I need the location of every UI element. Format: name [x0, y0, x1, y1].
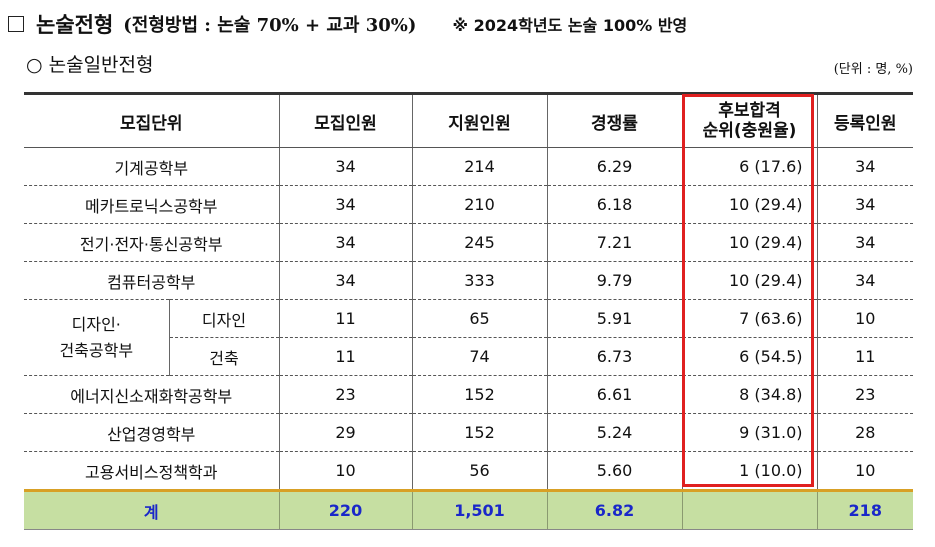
table-row: 에너지신소재화학공학부 23 152 6.61 8 (34.8) 23: [24, 375, 913, 414]
unit-name-cell: 고용서비스정책학과: [24, 451, 279, 492]
col-header-applicants: 지원인원: [411, 92, 547, 148]
quota-cell: 34: [278, 147, 412, 186]
waitlist-cell: 8 (34.8): [681, 375, 817, 414]
unit-name-cell: 메카트로닉스공학부: [24, 185, 279, 224]
group-name-line1: 디자인·: [71, 314, 121, 334]
unit-name-cell: 컴퓨터공학부: [24, 261, 279, 300]
enrolled-cell: 10: [816, 451, 913, 492]
total-waitlist: [681, 490, 817, 530]
section-title: 논술전형: [36, 12, 114, 37]
enrolled-cell: 34: [816, 223, 913, 262]
col-header-unit: 모집단위: [24, 92, 279, 148]
applicants-cell: 152: [411, 413, 547, 452]
quota-cell: 10: [278, 451, 412, 492]
table-row: 산업경영학부 29 152 5.24 9 (31.0) 28: [24, 413, 913, 452]
ratio-cell: 6.61: [546, 375, 682, 414]
col-header-ratio: 경쟁률: [546, 92, 682, 148]
ratio-cell: 7.21: [546, 223, 682, 262]
total-enrolled: 218: [816, 490, 913, 530]
applicants-cell: 56: [411, 451, 547, 492]
total-row: 계 220 1,501 6.82 218: [24, 490, 913, 530]
quota-cell: 29: [278, 413, 412, 452]
table-row: 전기·전자·통신공학부 34 245 7.21 10 (29.4) 34: [24, 223, 913, 262]
enrolled-cell: 23: [816, 375, 913, 414]
col-header-waitlist: 후보합격 순위(충원율): [681, 92, 817, 148]
unit-name-cell: 기계공학부: [24, 147, 279, 186]
table-header-row: 모집단위 모집인원 지원인원 경쟁률 후보합격 순위(충원율) 등록인원: [24, 92, 913, 148]
waitlist-header-line1: 후보합격: [718, 101, 781, 121]
ratio-cell: 6.29: [546, 147, 682, 186]
quota-cell: 34: [278, 185, 412, 224]
quota-cell: 23: [278, 375, 412, 414]
enrolled-cell: 11: [816, 337, 913, 376]
waitlist-cell: 1 (10.0): [681, 451, 817, 492]
subheading: ○ 논술일반전형: [26, 54, 154, 76]
applicants-cell: 333: [411, 261, 547, 300]
table-row: 건축 11 74 6.73 6 (54.5) 11: [24, 337, 913, 376]
applicants-cell: 210: [411, 185, 547, 224]
ratio-cell: 5.24: [546, 413, 682, 452]
applicants-cell: 65: [411, 299, 547, 338]
total-quota: 220: [278, 490, 412, 530]
unit-name-cell: 전기·전자·통신공학부: [24, 223, 279, 262]
table-row: 기계공학부 34 214 6.29 6 (17.6) 34: [24, 147, 913, 186]
admission-results-table: 모집단위 모집인원 지원인원 경쟁률 후보합격 순위(충원율) 등록인원 기계공…: [24, 92, 913, 530]
group-name-line2: 건축공학부: [59, 340, 134, 360]
unit-name-cell: 산업경영학부: [24, 413, 279, 452]
checkbox-square-icon: [8, 16, 24, 32]
enrolled-cell: 28: [816, 413, 913, 452]
applicants-cell: 74: [411, 337, 547, 376]
header-note: ※ 2024학년도 논술 100% 반영: [452, 16, 688, 35]
table-row: 고용서비스정책학과 10 56 5.60 1 (10.0) 10: [24, 451, 913, 492]
waitlist-cell: 9 (31.0): [681, 413, 817, 452]
waitlist-cell: 6 (17.6): [681, 147, 817, 186]
ratio-cell: 6.73: [546, 337, 682, 376]
table-row: 메카트로닉스공학부 34 210 6.18 10 (29.4) 34: [24, 185, 913, 224]
total-label: 계: [24, 490, 279, 530]
group-name-cell: 디자인· 건축공학부: [24, 299, 169, 376]
unit-name-cell: 디자인: [168, 299, 279, 338]
section-header: 논술전형 (전형방법 : 논술 70% + 교과 30%) ※ 2024학년도 …: [8, 6, 687, 42]
col-header-enrolled: 등록인원: [816, 92, 913, 148]
enrolled-cell: 10: [816, 299, 913, 338]
enrolled-cell: 34: [816, 185, 913, 224]
unit-name-cell: 에너지신소재화학공학부: [24, 375, 279, 414]
quota-cell: 34: [278, 223, 412, 262]
waitlist-cell: 10 (29.4): [681, 223, 817, 262]
ratio-cell: 5.60: [546, 451, 682, 492]
quota-cell: 11: [278, 299, 412, 338]
enrolled-cell: 34: [816, 147, 913, 186]
applicants-cell: 245: [411, 223, 547, 262]
enrolled-cell: 34: [816, 261, 913, 300]
waitlist-cell: 10 (29.4): [681, 185, 817, 224]
waitlist-cell: 10 (29.4): [681, 261, 817, 300]
applicants-cell: 152: [411, 375, 547, 414]
total-applicants: 1,501: [411, 490, 547, 530]
quota-cell: 34: [278, 261, 412, 300]
applicants-cell: 214: [411, 147, 547, 186]
ratio-cell: 9.79: [546, 261, 682, 300]
selection-method: (전형방법 : 논술 70% + 교과 30%): [123, 15, 417, 36]
table-row: 디자인· 건축공학부 디자인 11 65 5.91 7 (63.6) 10: [24, 299, 913, 376]
quota-cell: 11: [278, 337, 412, 376]
table-row: 컴퓨터공학부 34 333 9.79 10 (29.4) 34: [24, 261, 913, 300]
ratio-cell: 5.91: [546, 299, 682, 338]
total-ratio: 6.82: [546, 490, 682, 530]
waitlist-cell: 6 (54.5): [681, 337, 817, 376]
waitlist-header-line2: 순위(충원율): [702, 121, 797, 141]
unit-name-cell: 건축: [168, 337, 279, 376]
waitlist-cell: 7 (63.6): [681, 299, 817, 338]
ratio-cell: 6.18: [546, 185, 682, 224]
unit-label: (단위 : 명, %): [833, 62, 913, 77]
col-header-quota: 모집인원: [278, 92, 412, 148]
